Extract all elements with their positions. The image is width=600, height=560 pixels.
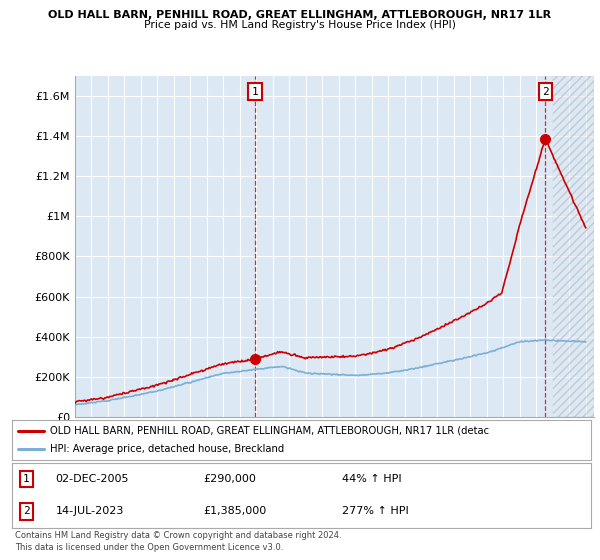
Text: £1,385,000: £1,385,000 xyxy=(203,506,266,516)
Text: 44% ↑ HPI: 44% ↑ HPI xyxy=(342,474,401,484)
Text: 1: 1 xyxy=(23,474,30,484)
Text: OLD HALL BARN, PENHILL ROAD, GREAT ELLINGHAM, ATTLEBOROUGH, NR17 1LR: OLD HALL BARN, PENHILL ROAD, GREAT ELLIN… xyxy=(49,10,551,20)
Text: 2: 2 xyxy=(23,506,30,516)
Text: 1: 1 xyxy=(251,87,258,97)
Text: 277% ↑ HPI: 277% ↑ HPI xyxy=(342,506,409,516)
Text: 2: 2 xyxy=(542,87,548,97)
Text: 02-DEC-2005: 02-DEC-2005 xyxy=(55,474,129,484)
Text: 14-JUL-2023: 14-JUL-2023 xyxy=(55,506,124,516)
Text: £290,000: £290,000 xyxy=(203,474,256,484)
Text: Price paid vs. HM Land Registry's House Price Index (HPI): Price paid vs. HM Land Registry's House … xyxy=(144,20,456,30)
Text: Contains HM Land Registry data © Crown copyright and database right 2024.
This d: Contains HM Land Registry data © Crown c… xyxy=(15,531,341,552)
Text: HPI: Average price, detached house, Breckland: HPI: Average price, detached house, Brec… xyxy=(50,445,284,454)
Text: OLD HALL BARN, PENHILL ROAD, GREAT ELLINGHAM, ATTLEBOROUGH, NR17 1LR (detac: OLD HALL BARN, PENHILL ROAD, GREAT ELLIN… xyxy=(50,426,489,436)
